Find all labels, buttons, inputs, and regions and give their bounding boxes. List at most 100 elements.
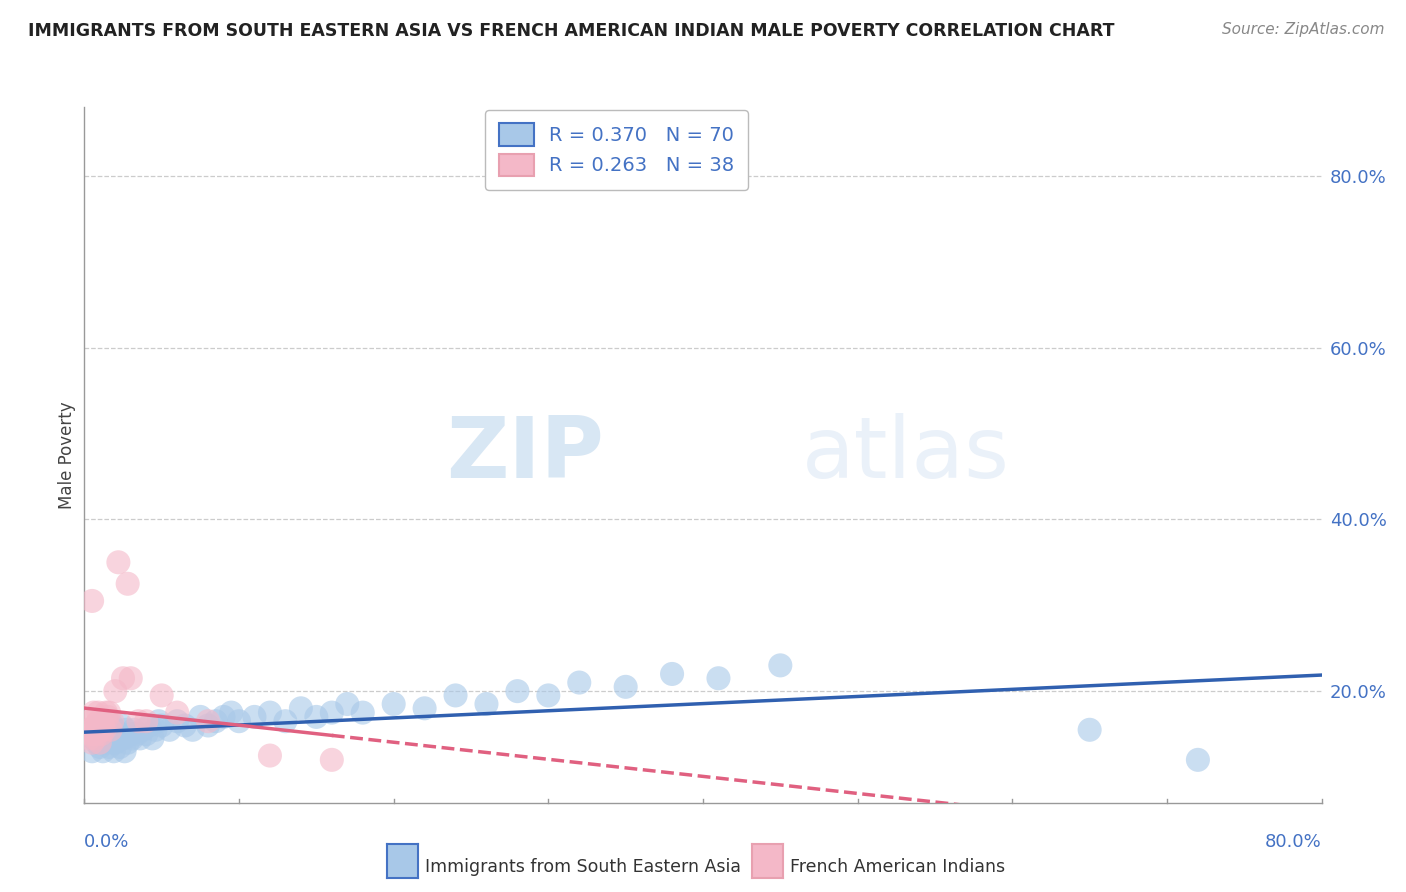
Point bbox=[188, 710, 212, 724]
Point bbox=[321, 706, 343, 720]
Point bbox=[413, 701, 436, 715]
Point bbox=[125, 727, 148, 741]
Point bbox=[89, 714, 111, 729]
Text: IMMIGRANTS FROM SOUTH EASTERN ASIA VS FRENCH AMERICAN INDIAN MALE POVERTY CORREL: IMMIGRANTS FROM SOUTH EASTERN ASIA VS FR… bbox=[28, 22, 1115, 40]
Text: 80.0%: 80.0% bbox=[1265, 833, 1322, 851]
Point bbox=[98, 739, 121, 754]
Point bbox=[101, 718, 124, 732]
Point bbox=[77, 731, 100, 746]
Point bbox=[661, 667, 683, 681]
Point bbox=[87, 718, 110, 732]
Point bbox=[221, 706, 243, 720]
Point bbox=[614, 680, 637, 694]
Point bbox=[82, 736, 104, 750]
Point bbox=[290, 701, 312, 715]
Point bbox=[82, 594, 104, 608]
Point bbox=[86, 723, 108, 737]
Point bbox=[121, 731, 143, 746]
Point bbox=[87, 714, 110, 729]
Point bbox=[475, 697, 498, 711]
Point bbox=[89, 739, 111, 754]
Point bbox=[105, 731, 128, 746]
Point bbox=[101, 714, 124, 729]
Point bbox=[129, 731, 152, 746]
Point bbox=[91, 718, 114, 732]
Point bbox=[228, 714, 250, 729]
Point bbox=[128, 714, 150, 729]
Point bbox=[104, 723, 127, 737]
Point bbox=[97, 714, 120, 729]
Point bbox=[86, 736, 108, 750]
Point bbox=[79, 714, 101, 729]
Point bbox=[321, 753, 343, 767]
Y-axis label: Male Poverty: Male Poverty bbox=[58, 401, 76, 508]
Point bbox=[1078, 723, 1101, 737]
Point bbox=[86, 727, 108, 741]
Point bbox=[120, 727, 142, 741]
Point bbox=[87, 706, 110, 720]
Point bbox=[97, 710, 120, 724]
Point bbox=[83, 731, 105, 746]
Point bbox=[108, 739, 131, 754]
Point bbox=[259, 748, 281, 763]
Point bbox=[141, 731, 163, 746]
Point bbox=[100, 723, 122, 737]
Point bbox=[107, 727, 129, 741]
Text: ZIP: ZIP bbox=[446, 413, 605, 497]
Point bbox=[117, 736, 139, 750]
Point bbox=[138, 718, 160, 732]
Text: Immigrants from South Eastern Asia: Immigrants from South Eastern Asia bbox=[425, 858, 741, 876]
Point bbox=[166, 706, 188, 720]
Point bbox=[769, 658, 792, 673]
Text: Source: ZipAtlas.com: Source: ZipAtlas.com bbox=[1222, 22, 1385, 37]
Point bbox=[91, 744, 114, 758]
Point bbox=[568, 675, 591, 690]
Point bbox=[117, 576, 139, 591]
Point bbox=[352, 706, 374, 720]
Point bbox=[112, 671, 135, 685]
Point bbox=[94, 706, 117, 720]
Point bbox=[89, 723, 111, 737]
Text: French American Indians: French American Indians bbox=[790, 858, 1005, 876]
Point bbox=[444, 689, 467, 703]
Point bbox=[104, 736, 127, 750]
Point bbox=[150, 689, 173, 703]
Point bbox=[112, 731, 135, 746]
Point bbox=[115, 723, 138, 737]
Point bbox=[90, 727, 112, 741]
Point bbox=[104, 684, 127, 698]
Legend: R = 0.370   N = 70, R = 0.263   N = 38: R = 0.370 N = 70, R = 0.263 N = 38 bbox=[485, 110, 748, 190]
Point bbox=[243, 710, 266, 724]
Point bbox=[90, 731, 112, 746]
Point bbox=[135, 714, 157, 729]
Point bbox=[79, 727, 101, 741]
Point bbox=[537, 689, 560, 703]
Point bbox=[174, 718, 197, 732]
Point bbox=[707, 671, 730, 685]
Point bbox=[114, 744, 136, 758]
Point bbox=[89, 727, 111, 741]
Point bbox=[197, 718, 219, 732]
Point bbox=[336, 697, 359, 711]
Point bbox=[150, 718, 173, 732]
Point bbox=[212, 710, 235, 724]
Point bbox=[259, 706, 281, 720]
Point bbox=[274, 714, 297, 729]
Point bbox=[148, 714, 170, 729]
Point bbox=[89, 736, 111, 750]
Point bbox=[382, 697, 405, 711]
Point bbox=[84, 718, 107, 732]
Point bbox=[132, 723, 155, 737]
Point bbox=[197, 714, 219, 729]
Point bbox=[97, 727, 120, 741]
Point bbox=[84, 723, 107, 737]
Point bbox=[166, 714, 188, 729]
Point bbox=[94, 736, 117, 750]
Point bbox=[93, 723, 115, 737]
Point bbox=[1187, 753, 1209, 767]
Point bbox=[159, 723, 181, 737]
Point bbox=[135, 727, 157, 741]
Point bbox=[100, 731, 122, 746]
Point bbox=[181, 723, 204, 737]
Text: 0.0%: 0.0% bbox=[84, 833, 129, 851]
